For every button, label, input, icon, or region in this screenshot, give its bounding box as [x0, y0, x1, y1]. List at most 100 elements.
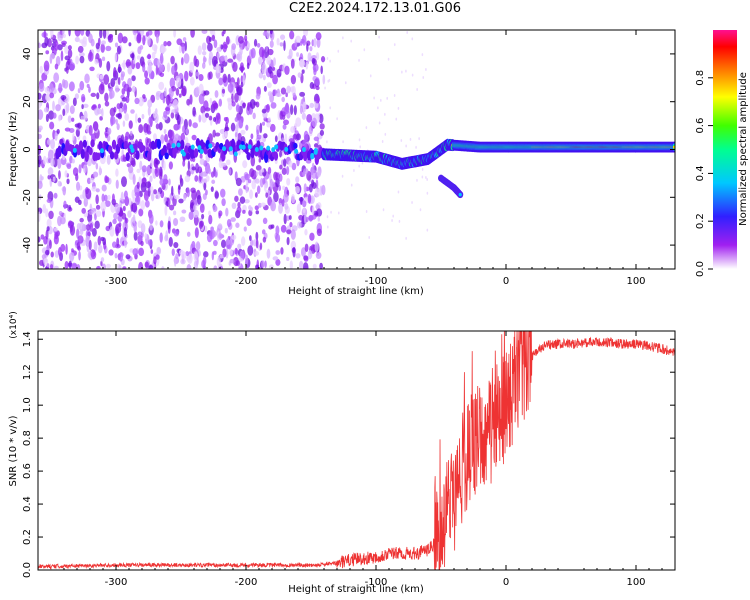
heatmap-noise-blob [125, 95, 130, 104]
heatmap-signal-blob [84, 150, 89, 163]
snr-x-tick-label: 100 [626, 577, 645, 588]
heatmap-noise-blob [275, 92, 282, 97]
heatmap-noise-blob [115, 229, 119, 237]
heatmap-noise-blob [53, 265, 59, 269]
heatmap-noise-blob [377, 106, 379, 110]
heatmap-noise-blob [286, 229, 292, 235]
heatmap-noise-blob [123, 190, 128, 199]
heatmap-noise-blob [46, 198, 52, 204]
heatmap-noise-blob [119, 108, 123, 113]
heatmap-noise-blob [81, 40, 87, 48]
heatmap-noise-blob [116, 45, 121, 55]
heatmap-noise-blob [311, 169, 317, 180]
heatmap-noise-blob [321, 184, 326, 196]
heatmap-noise-blob [288, 160, 293, 168]
heatmap-noise-blob [66, 163, 72, 170]
heatmap-noise-blob [226, 159, 231, 166]
heatmap-noise-blob [171, 248, 175, 257]
heatmap-noise-blob [245, 183, 248, 194]
heatmap-noise-blob [240, 129, 246, 135]
heatmap-noise-blob [382, 208, 385, 212]
heatmap-noise-blob [188, 119, 192, 127]
heatmap-noise-blob [157, 58, 161, 68]
heatmap-noise-blob [38, 211, 41, 223]
heatmap-noise-blob [62, 154, 66, 161]
heatmap-noise-blob [238, 188, 243, 196]
heatmap-noise-blob [56, 129, 60, 135]
heatmap-noise-blob [259, 242, 263, 250]
heatmap-noise-blob [316, 37, 321, 49]
heatmap-noise-blob [119, 102, 123, 109]
heatmap-noise-blob [234, 247, 238, 255]
heatmap-noise-blob [124, 217, 129, 224]
heatmap-noise-blob [249, 168, 255, 178]
heatmap-noise-blob [64, 261, 69, 269]
heatmap-noise-blob [46, 218, 52, 228]
heatmap-noise-blob [155, 220, 158, 226]
heatmap-noise-blob [365, 126, 368, 130]
heatmap-noise-blob [264, 260, 267, 269]
heatmap-noise-blob [238, 118, 244, 129]
heatmap-noise-blob [140, 240, 144, 247]
snr-y-tick-label: 0.0 [22, 562, 33, 578]
heatmap-noise-blob [179, 216, 186, 223]
heatmap-noise-blob [307, 193, 312, 204]
heatmap-noise-blob [311, 39, 315, 47]
heatmap-noise-blob [132, 248, 139, 256]
heatmap-noise-blob [89, 222, 94, 232]
colorbar-tick-label: 0.6 [695, 118, 706, 134]
heatmap-noise-blob [58, 114, 62, 122]
heatmap-noise-blob [136, 168, 141, 174]
heatmap-noise-blob [265, 103, 270, 113]
heatmap-noise-blob [159, 63, 165, 72]
heatmap-noise-blob [147, 53, 151, 60]
heatmap-noise-blob [405, 69, 407, 73]
heatmap-noise-blob [276, 68, 282, 78]
heatmap-noise-blob [242, 160, 248, 169]
heatmap-noise-blob [283, 104, 290, 114]
heatmap-noise-blob [218, 77, 224, 86]
snr-axes: -300 -200 -100 0 100 0.0 0.2 0.4 0.6 0.8 1.0 1.2 1.4 [22, 331, 676, 588]
heatmap-noise-blob [217, 52, 220, 61]
heatmap-noise-blob [395, 117, 398, 121]
heatmap-noise-blob [202, 55, 206, 65]
heatmap-noise-blob [273, 57, 276, 67]
heatmap-noise-blob [314, 241, 319, 253]
heatmap-noise-blob [128, 120, 133, 129]
heatmap-noise-blob [167, 220, 171, 230]
heatmap-noise-blob [286, 178, 291, 186]
heatmap-noise-blob [99, 30, 103, 39]
heatmap-noise-blob [181, 209, 187, 214]
heatmap-noise-blob [316, 170, 322, 178]
heatmap-noise-blob [38, 42, 41, 49]
heatmap-noise-blob [232, 61, 238, 72]
heatmap-noise-blob [400, 138, 403, 142]
heatmap-y-tick-label: -20 [22, 189, 33, 205]
heatmap-noise-blob [203, 90, 210, 96]
heatmap-noise-blob [140, 181, 147, 193]
heatmap-noise-blob [214, 191, 220, 199]
heatmap-noise-blob [261, 108, 267, 114]
heatmap-noise-blob [262, 133, 268, 139]
heatmap-noise-blob [131, 52, 135, 61]
heatmap-noise-blob [64, 45, 69, 54]
heatmap-noise-blob [281, 96, 286, 103]
heatmap-x-tick-label: -200 [235, 276, 258, 287]
heatmap-noise-blob [163, 110, 168, 119]
heatmap-noise-blob [266, 30, 270, 39]
heatmap-noise-blob [43, 30, 47, 39]
heatmap-noise-blob [405, 236, 407, 240]
heatmap-noise-blob [80, 30, 85, 36]
heatmap-noise-blob [336, 117, 338, 121]
heatmap-noise-blob [255, 165, 262, 171]
heatmap-noise-blob [216, 257, 221, 267]
heatmap-noise-blob [324, 86, 326, 90]
heatmap-noise-blob [319, 123, 325, 130]
heatmap-signal-blob [72, 147, 77, 153]
heatmap-noise-blob [300, 38, 305, 44]
heatmap-noise-blob [137, 231, 143, 236]
heatmap-y-tick-label: 0 [22, 146, 33, 152]
heatmap-noise-blob [131, 160, 136, 167]
heatmap-noise-blob [135, 62, 141, 70]
heatmap-noise-blob [276, 37, 280, 46]
